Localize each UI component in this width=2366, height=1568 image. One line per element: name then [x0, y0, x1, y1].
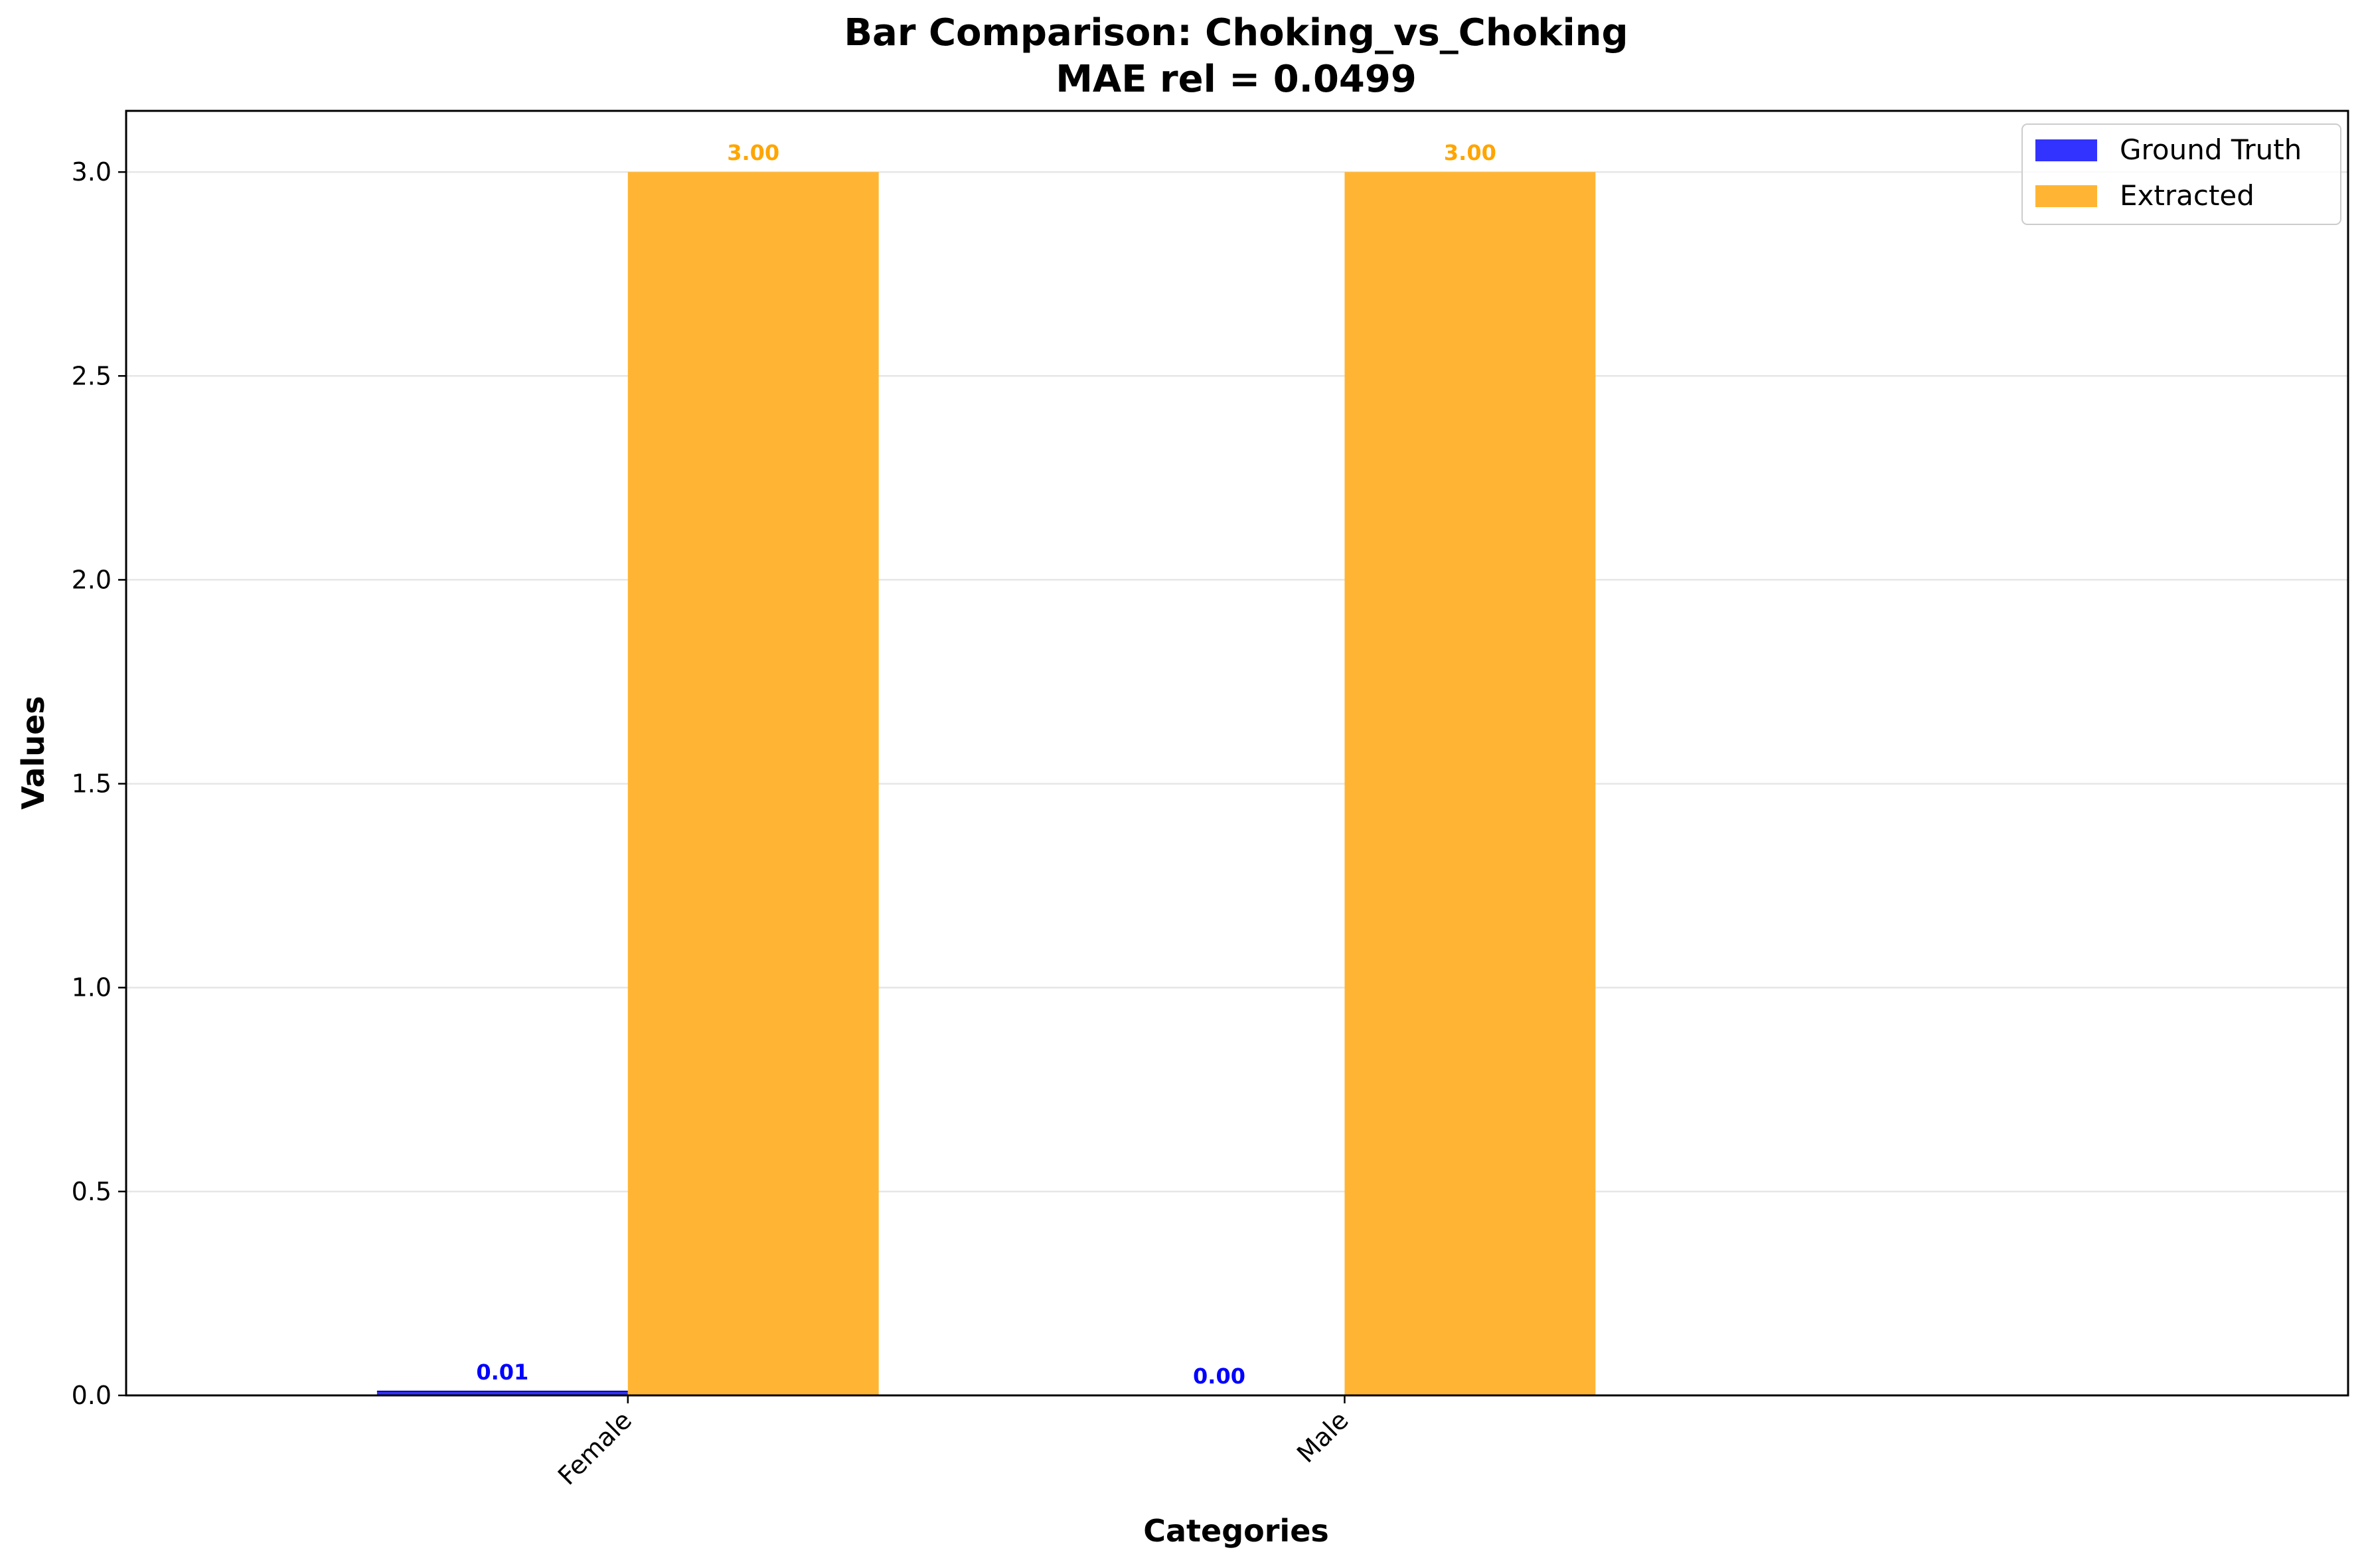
bar — [1344, 172, 1596, 1396]
legend-label-ground-truth: Ground Truth — [2120, 133, 2302, 166]
bar-value-label: 0.01 — [476, 1360, 528, 1385]
legend-swatch-ground-truth — [2035, 139, 2097, 161]
bar-value-label: 3.00 — [1444, 140, 1496, 165]
y-tick-label: 2.0 — [72, 565, 112, 594]
x-axis-label: Categories — [1143, 1513, 1329, 1549]
y-axis: 0.0 0.5 1.0 1.5 2.0 2.5 3.0 — [72, 157, 126, 1410]
legend-box — [2021, 123, 2341, 225]
legend-label-extracted: Extracted — [2120, 179, 2254, 212]
chart-subtitle: MAE rel = 0.0499 — [1056, 58, 1417, 101]
legend-swatch-extracted — [2035, 185, 2097, 207]
y-tick-label: 1.0 — [72, 973, 112, 1002]
y-tick-label: 0.5 — [72, 1177, 112, 1206]
y-tick-label: 0.0 — [72, 1381, 112, 1410]
bar-value-labels: 0.01 3.00 0.00 3.00 — [476, 140, 1496, 1389]
bar — [627, 172, 879, 1396]
legend: Ground Truth Extracted — [2021, 123, 2341, 225]
chart-title: Bar Comparison: Choking_vs_Choking — [844, 11, 1628, 54]
grid-lines — [126, 171, 2348, 1193]
bar-value-label: 3.00 — [727, 140, 779, 165]
plot-frame — [125, 110, 2349, 1397]
y-tick-label: 1.5 — [72, 769, 112, 799]
y-tick-label: 2.5 — [72, 361, 112, 390]
y-axis-label: Values — [15, 696, 51, 809]
bars — [376, 172, 1596, 1396]
bar — [376, 1391, 628, 1395]
bar-value-label: 0.00 — [1193, 1364, 1245, 1389]
y-tick-label: 3.0 — [72, 157, 112, 187]
